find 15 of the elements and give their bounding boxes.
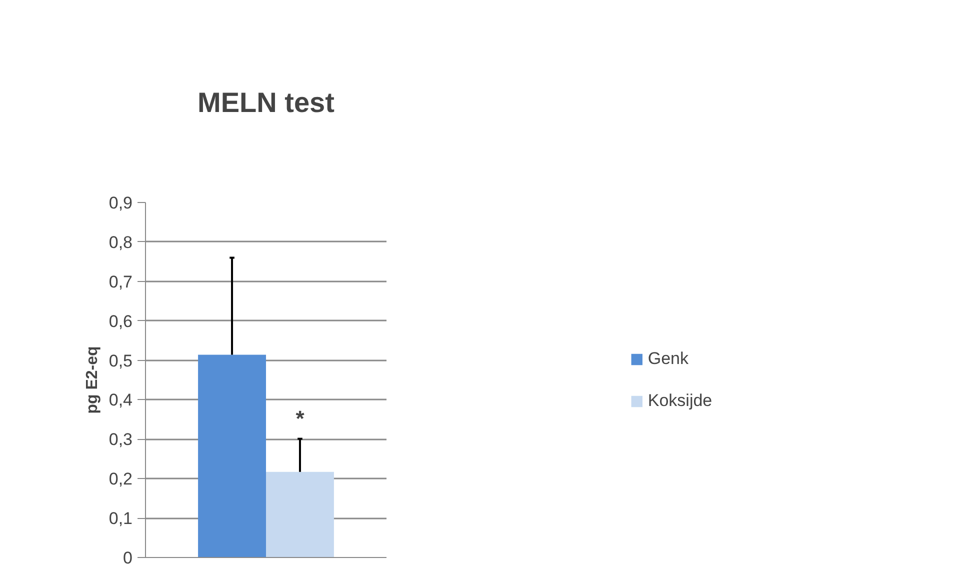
y-tick-label: 0,4: [108, 390, 133, 410]
y-tick-label: 0,3: [108, 430, 133, 450]
annotation: *: [296, 406, 305, 431]
y-tick-label: 0: [123, 548, 133, 568]
y-tick-label: 0,5: [108, 351, 133, 370]
y-tick-label: 0,7: [108, 272, 133, 292]
legend-label: Genk: [648, 348, 689, 368]
y-tick-label: 0,9: [108, 194, 133, 212]
y-tick-label: 0,1: [108, 509, 133, 528]
y-tick-label: 0,8: [108, 232, 133, 252]
y-tick-label: 0,2: [108, 470, 133, 489]
chart-title: MELN test: [198, 87, 334, 118]
y-tick-label: 0,6: [108, 312, 133, 331]
y-axis-title: pg E2-eq: [84, 346, 101, 414]
legend-label: Koksijde: [648, 390, 712, 410]
